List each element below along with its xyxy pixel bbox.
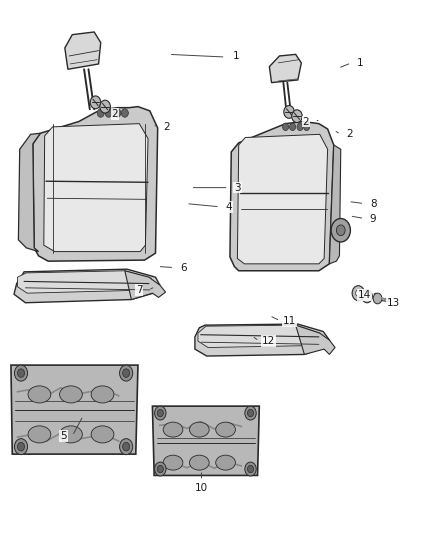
Circle shape [331, 219, 350, 242]
Circle shape [14, 365, 28, 381]
Circle shape [290, 123, 296, 131]
Text: 10: 10 [195, 483, 208, 492]
Polygon shape [269, 54, 301, 83]
Circle shape [123, 369, 130, 377]
Ellipse shape [215, 455, 236, 470]
Circle shape [155, 406, 166, 420]
Ellipse shape [215, 422, 236, 437]
Ellipse shape [190, 422, 209, 437]
Circle shape [90, 96, 101, 109]
Text: 9: 9 [370, 214, 377, 223]
Text: 2: 2 [163, 122, 170, 132]
Circle shape [18, 442, 25, 451]
Circle shape [97, 109, 104, 117]
Polygon shape [296, 325, 335, 354]
Text: 2: 2 [302, 117, 309, 126]
Ellipse shape [163, 455, 183, 470]
Ellipse shape [163, 422, 183, 437]
Text: 6: 6 [180, 263, 187, 272]
Circle shape [123, 442, 130, 451]
Circle shape [114, 109, 121, 117]
Circle shape [18, 369, 25, 377]
Circle shape [120, 439, 133, 455]
Circle shape [356, 290, 361, 296]
Text: 1: 1 [357, 58, 364, 68]
Polygon shape [125, 271, 166, 300]
Circle shape [121, 109, 128, 117]
Circle shape [362, 290, 372, 303]
Ellipse shape [28, 386, 51, 403]
Circle shape [304, 123, 310, 131]
Circle shape [14, 439, 28, 455]
Circle shape [157, 409, 163, 417]
Circle shape [336, 225, 345, 236]
Circle shape [373, 293, 382, 304]
Ellipse shape [60, 426, 82, 443]
Circle shape [155, 462, 166, 476]
Text: 1: 1 [233, 51, 240, 61]
Ellipse shape [91, 386, 114, 403]
Circle shape [247, 465, 254, 473]
Text: 8: 8 [370, 199, 377, 208]
Polygon shape [44, 124, 148, 252]
Polygon shape [329, 145, 341, 264]
Text: 7: 7 [136, 285, 143, 295]
Text: 5: 5 [60, 431, 67, 441]
Circle shape [297, 123, 303, 131]
Polygon shape [152, 406, 259, 475]
Ellipse shape [28, 426, 51, 443]
Circle shape [120, 365, 133, 381]
Text: 4: 4 [225, 202, 232, 212]
Polygon shape [11, 365, 138, 454]
Polygon shape [195, 324, 329, 356]
Text: 12: 12 [261, 336, 275, 346]
Ellipse shape [60, 386, 82, 403]
Text: 11: 11 [283, 316, 296, 326]
Polygon shape [14, 269, 160, 303]
Circle shape [365, 294, 369, 299]
Circle shape [284, 106, 294, 118]
Circle shape [352, 286, 364, 301]
Polygon shape [237, 134, 328, 264]
Text: 2: 2 [111, 109, 118, 119]
Polygon shape [18, 271, 151, 293]
Text: 3: 3 [234, 183, 241, 192]
Circle shape [283, 123, 289, 131]
Circle shape [105, 109, 112, 117]
Text: 13: 13 [387, 298, 400, 308]
Polygon shape [65, 32, 101, 69]
Text: 2: 2 [346, 130, 353, 139]
Circle shape [100, 100, 110, 113]
Polygon shape [198, 325, 320, 348]
Ellipse shape [91, 426, 114, 443]
Ellipse shape [190, 455, 209, 470]
Circle shape [292, 110, 302, 123]
Polygon shape [230, 122, 334, 271]
Polygon shape [33, 107, 158, 261]
Polygon shape [18, 133, 40, 252]
Text: 14: 14 [358, 290, 371, 300]
Circle shape [247, 409, 254, 417]
Circle shape [157, 465, 163, 473]
Circle shape [245, 406, 256, 420]
Circle shape [245, 462, 256, 476]
